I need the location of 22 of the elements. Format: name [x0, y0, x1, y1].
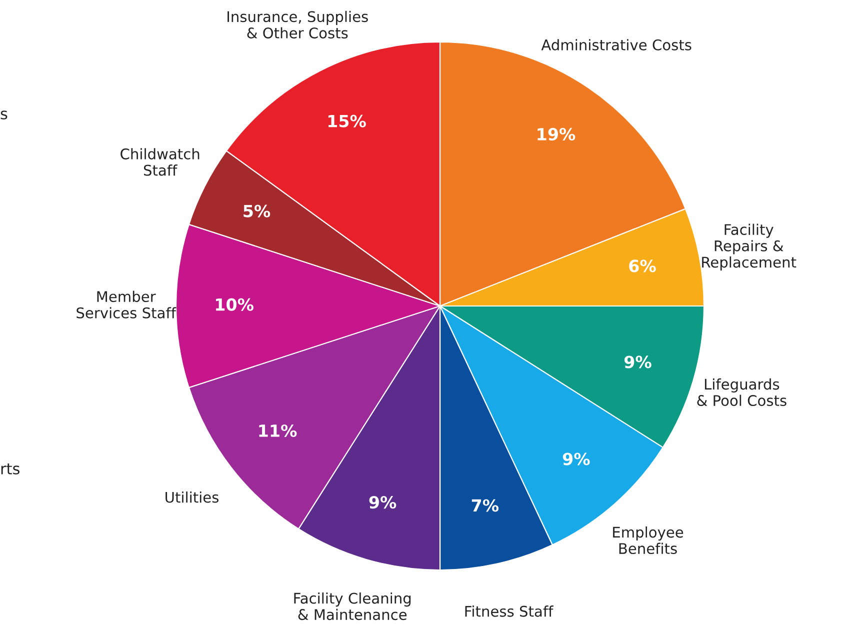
slice-label: Facility Repairs & Replacement: [702, 224, 796, 271]
slice-label: Fitness Staff: [465, 606, 554, 617]
slice-label: Administrative Costs: [541, 39, 692, 50]
slice-label: Lifeguards & Pool Costs: [697, 378, 786, 406]
data-label: 6%: [629, 260, 656, 272]
slice-label: Utilities: [166, 491, 218, 503]
slice-label: Member Services Staff: [76, 290, 176, 318]
data-label: 19%: [538, 128, 576, 141]
data-label: 9%: [562, 452, 590, 466]
data-label: 9%: [369, 496, 396, 509]
slice-label: Facility Cleaning & Maintenance: [294, 592, 411, 620]
slice-label: Insurance, Supplies & Other Costs: [228, 10, 368, 38]
slice-label: Childwatch Staff: [120, 148, 200, 176]
text: rts: [1, 463, 20, 474]
data-label: 15%: [328, 114, 366, 128]
data-label: 9%: [624, 356, 652, 368]
slice-label: Employee Benefits: [613, 526, 684, 554]
data-label: 5%: [244, 204, 270, 218]
text: s: [0, 110, 8, 120]
data-label: 10%: [216, 298, 254, 311]
data-label: 7%: [472, 499, 499, 512]
data-label: 11%: [259, 424, 297, 438]
